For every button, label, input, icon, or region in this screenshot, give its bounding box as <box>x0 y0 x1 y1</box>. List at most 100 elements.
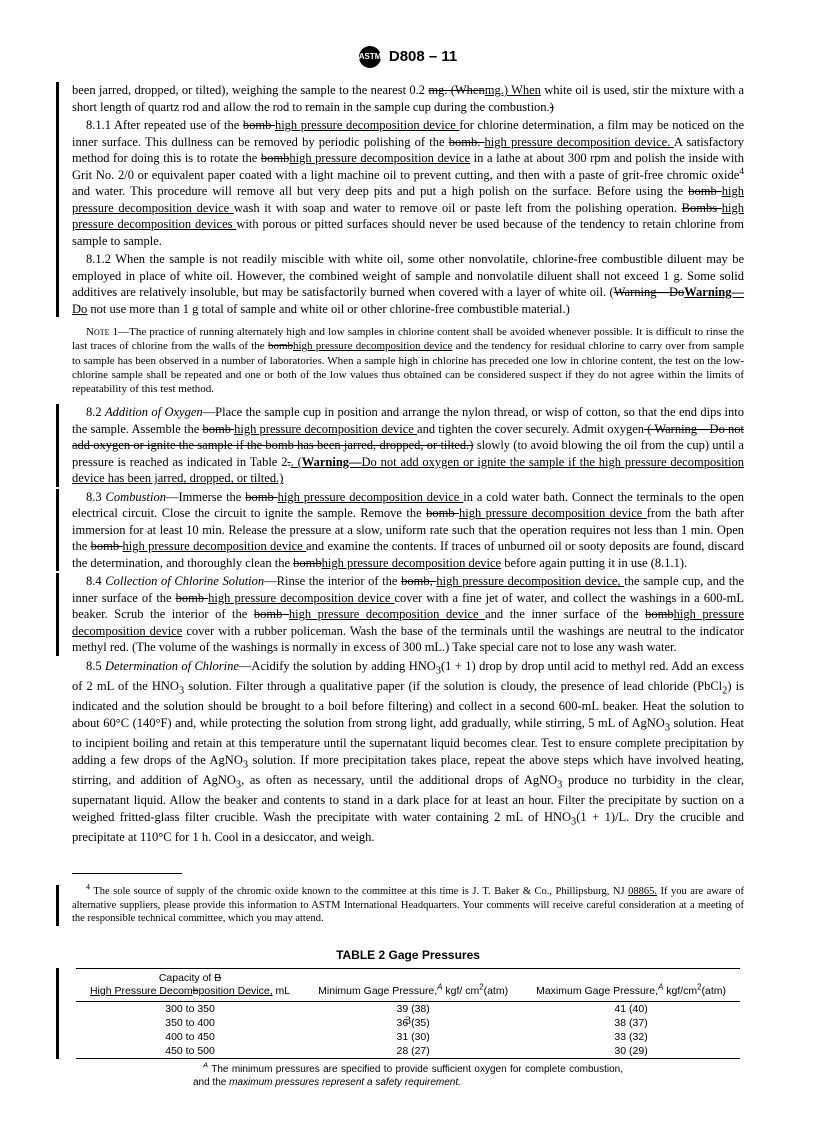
insert: Warning— <box>302 455 362 469</box>
cell: 33 (32) <box>522 1030 740 1044</box>
sec-num: 8.4 <box>86 574 105 588</box>
strike: bomb. <box>449 135 485 149</box>
cell: 450 to 500 <box>76 1044 304 1059</box>
sec-num: 8.3 <box>86 490 106 504</box>
txt: kgf/cm <box>663 985 697 997</box>
txt: mL <box>273 985 291 997</box>
revision-block-82: 8.2 Addition of Oxygen—Place the sample … <box>56 404 744 487</box>
insert: mg.) When <box>485 83 541 97</box>
insert: high pressure decomposition device <box>122 539 306 553</box>
th-max: Maximum Gage Pressure,A kgf/cm2(atm) <box>522 968 740 1001</box>
revision-block-84: 8.4 Collection of Chlorine Solution—Rins… <box>56 573 744 656</box>
txt: solution. Filter through a qualitative p… <box>184 679 722 693</box>
txt: Minimum Gage Pressure, <box>318 985 437 997</box>
th-capacity: Capacity of B High Pressure Decombpositi… <box>76 968 304 1001</box>
note-label: Note 1— <box>86 326 129 338</box>
insert: high pressure decomposition device <box>278 490 464 504</box>
txt: not use more than 1 g total of sample an… <box>87 302 570 316</box>
sec-title: Combustion <box>106 490 166 504</box>
txt: —Immerse the <box>166 490 245 504</box>
strike: ) <box>550 100 554 114</box>
txt: , as often as necessary, until the addit… <box>241 773 557 787</box>
note-1: Note 1—The practice of running alternate… <box>72 325 744 396</box>
txt: Capacity of <box>159 972 214 984</box>
txt: (atm) <box>702 985 727 997</box>
strike: mg. (When <box>428 83 484 97</box>
para-811: 8.1.1 After repeated use of the bomb hig… <box>72 117 744 249</box>
page-content: ASTM D808 – 11 been jarred, dropped, or … <box>0 0 816 1129</box>
txt: before again putting it in use (8.1.1). <box>501 556 687 570</box>
strike: Bombs <box>682 201 722 215</box>
strike: bomb <box>243 118 275 132</box>
para-85: 8.5 Determination of Chlorine—Acidify th… <box>72 658 744 846</box>
strike: bomb <box>261 151 289 165</box>
strike: bomb <box>254 607 289 621</box>
txt: and water. This procedure will remove al… <box>72 184 688 198</box>
insert: high pressure decomposition device <box>234 422 417 436</box>
astm-logo: ASTM <box>359 46 381 68</box>
strike: bomb <box>268 340 293 352</box>
page-number: 3 <box>0 1013 816 1028</box>
txt: The sole source of supply of the chromic… <box>90 886 628 897</box>
insert: High Pressure Decom <box>90 985 193 997</box>
insert: Warning— <box>684 285 744 299</box>
sec-num: 8.5 <box>86 659 105 673</box>
strike: bomb <box>293 556 321 570</box>
para-82: 8.2 Addition of Oxygen—Place the sample … <box>72 404 744 487</box>
strike: B <box>214 972 221 984</box>
table-2-title: TABLE 2 Gage Pressures <box>72 948 744 962</box>
cell: 28 (27) <box>304 1044 522 1059</box>
txt: maximum pressures represent a safety req… <box>229 1077 461 1088</box>
txt: been jarred, dropped, or tilted), weighi… <box>72 83 428 97</box>
strike: bomb <box>245 490 277 504</box>
txt: wash it with soap and water to remove oi… <box>234 201 682 215</box>
table-2-footnote: A The minimum pressures are specified to… <box>193 1063 623 1089</box>
insert: high pressure decomposition device. <box>485 135 674 149</box>
insert: high pressure decomposition device <box>289 607 485 621</box>
cell: 400 to 450 <box>76 1030 304 1044</box>
page-header: ASTM D808 – 11 <box>72 46 744 68</box>
strike: bomb <box>426 506 459 520</box>
para-84: 8.4 Collection of Chlorine Solution—Rins… <box>72 573 744 656</box>
insert: position Device, <box>199 985 273 997</box>
revision-block-1: been jarred, dropped, or tilted), weighi… <box>56 82 744 317</box>
sec-title: Determination of Chlorine <box>105 659 239 673</box>
txt: (atm) <box>484 985 509 997</box>
sec-title: Addition of Oxygen <box>105 405 203 419</box>
para-83: 8.3 Combustion—Immerse the bomb high pre… <box>72 489 744 572</box>
insert: high pressure decomposition device <box>289 151 470 165</box>
insert: 08865. <box>628 886 657 897</box>
revision-block-fn: 4 The sole source of supply of the chrom… <box>56 885 744 926</box>
table-row: 400 to 45031 (30)33 (32) <box>76 1030 740 1044</box>
txt: and the inner surface of the <box>485 607 645 621</box>
txt: 8.1.1 After repeated use of the <box>86 118 243 132</box>
txt: Maximum Gage Pressure, <box>536 985 658 997</box>
insert: . ( <box>291 455 302 469</box>
strike: Warning—Do <box>614 285 685 299</box>
txt: kgf/ cm <box>442 985 479 997</box>
insert: high pressure decomposition device <box>275 118 459 132</box>
strike: bomb <box>176 591 209 605</box>
strike: bomb <box>202 422 234 436</box>
table-row: 450 to 50028 (27)30 (29) <box>76 1044 740 1059</box>
strike: bomb, <box>401 574 436 588</box>
txt: —Acidify the solution by adding HNO <box>239 659 436 673</box>
insert: high pressure decomposition device <box>459 506 647 520</box>
footnote-ref: 4 <box>739 166 744 176</box>
insert: high pressure decomposition device, <box>436 574 624 588</box>
sec-num: 8.2 <box>86 405 105 419</box>
footnote-rule <box>72 873 182 874</box>
insert: high pressure decomposition device <box>322 556 501 570</box>
cell: 31 (30) <box>304 1030 522 1044</box>
txt: —Rinse the interior of the <box>264 574 401 588</box>
sec-title: Collection of Chlorine Solution <box>105 574 264 588</box>
footnote-4: 4 The sole source of supply of the chrom… <box>72 885 744 926</box>
strike: bomb <box>688 184 722 198</box>
cell: 30 (29) <box>522 1044 740 1059</box>
th-min: Minimum Gage Pressure,A kgf/ cm2(atm) <box>304 968 522 1001</box>
designation: D808 – 11 <box>389 48 457 65</box>
insert: Do <box>72 302 87 316</box>
insert: high pressure decomposition device <box>293 340 452 352</box>
txt: and tighten the cover securely. Admit ox… <box>417 422 644 436</box>
insert: high pressure decomposition device <box>208 591 394 605</box>
